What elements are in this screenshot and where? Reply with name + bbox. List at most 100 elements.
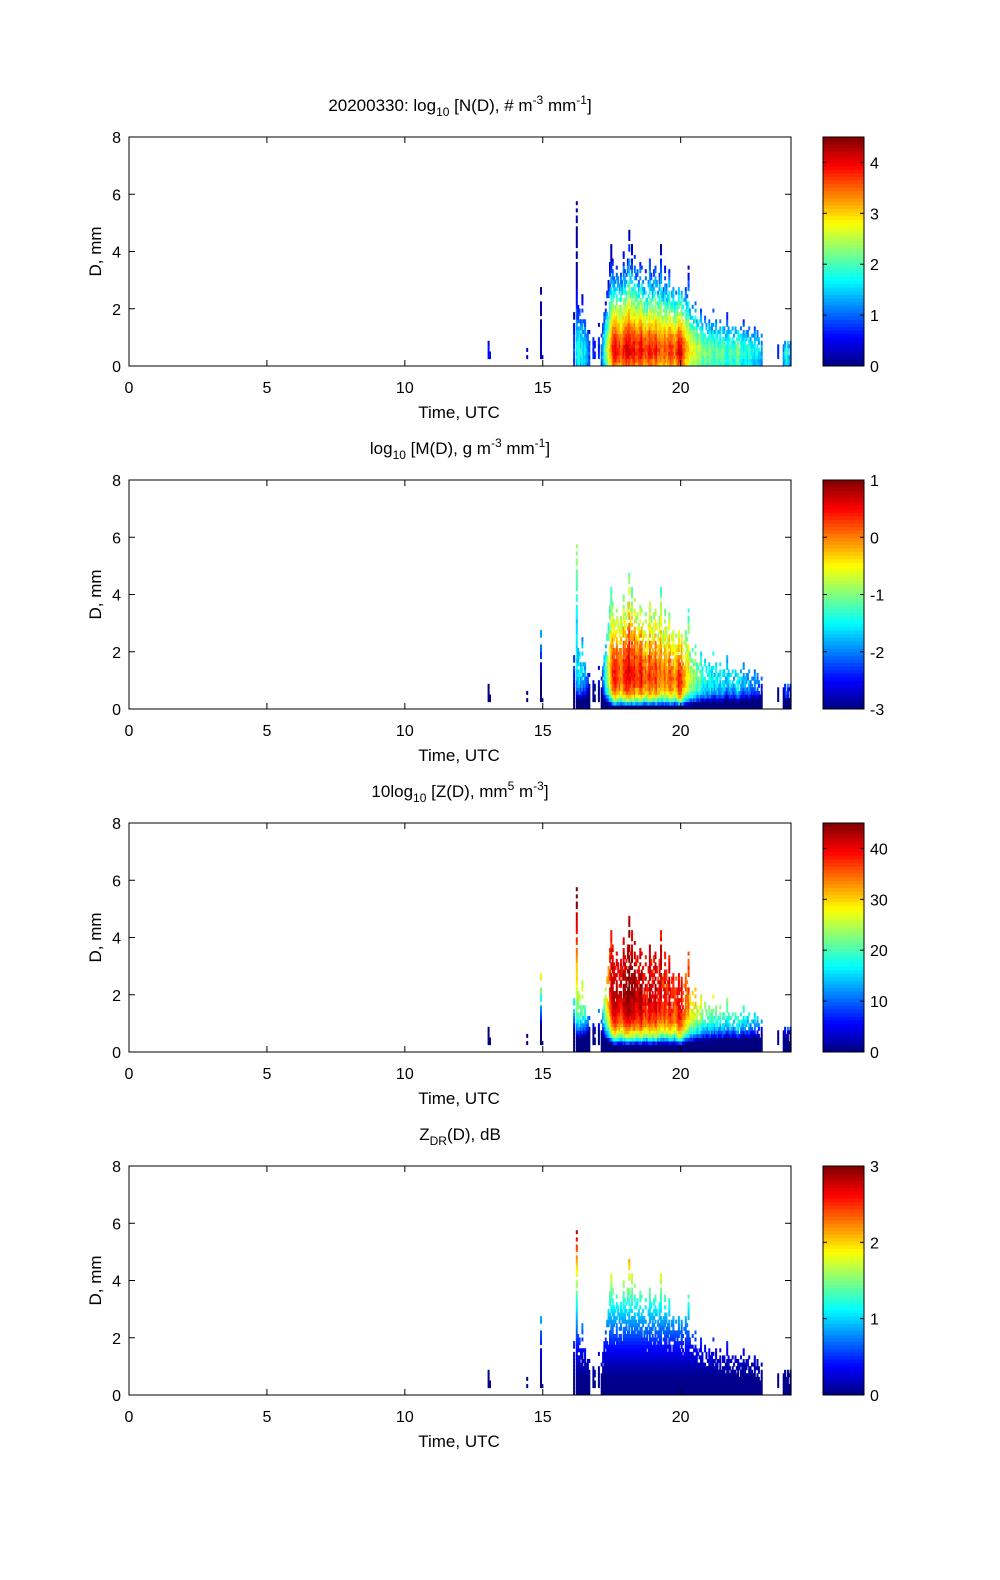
heatmap-cell [657, 644, 660, 649]
heatmap-cell [748, 680, 751, 685]
heatmap-cell [610, 694, 613, 699]
heatmap-cell [654, 655, 657, 660]
heatmap-cell [615, 644, 618, 649]
heatmap-cell [622, 322, 625, 327]
heatmap-cell [662, 665, 665, 670]
heatmap-cell [577, 705, 580, 710]
heatmap-cell [658, 305, 661, 309]
heatmap-cell [686, 315, 689, 320]
heatmap-cell [673, 319, 676, 324]
heatmap-cell [577, 1019, 580, 1024]
heatmap-cell [741, 680, 744, 685]
heatmap-cell [756, 690, 759, 695]
heatmap-cell [540, 633, 542, 638]
heatmap-cell [600, 362, 603, 367]
heatmap-cell [680, 701, 683, 706]
heatmap-cell [575, 358, 578, 363]
heatmap-cell [581, 1012, 584, 1017]
heatmap-cell [680, 315, 683, 320]
heatmap-cell [651, 351, 654, 356]
heatmap-cell [730, 687, 733, 692]
heatmap-cell [788, 362, 791, 367]
heatmap-cell [607, 1019, 610, 1024]
heatmap-cell [606, 1044, 609, 1049]
heatmap-cell [631, 265, 633, 270]
heatmap-cell [730, 705, 733, 710]
heatmap-cell [660, 279, 662, 284]
heatmap-cell [724, 687, 727, 692]
heatmap-cell [687, 648, 690, 652]
heatmap-cell [651, 676, 654, 681]
heatmap-cell [578, 362, 581, 367]
heatmap-cell [673, 340, 676, 345]
heatmap-cell [664, 676, 667, 681]
heatmap-cell [658, 640, 661, 645]
heatmap-cell [606, 294, 609, 299]
heatmap-cell [611, 269, 614, 274]
heatmap-cell [577, 312, 580, 317]
heatmap-cell [581, 651, 584, 656]
heatmap-cell [636, 312, 639, 317]
heatmap-cell [668, 276, 671, 281]
heatmap-cell [688, 698, 691, 703]
heatmap-cell [662, 694, 665, 699]
heatmap-cell [632, 644, 635, 649]
heatmap-cell [540, 1005, 542, 1010]
heatmap-cell [722, 701, 724, 706]
heatmap-cell [666, 326, 669, 331]
heatmap-cell [578, 347, 581, 352]
heatmap-cell [586, 1041, 589, 1046]
heatmap-cell [622, 662, 625, 667]
heatmap-cell [733, 698, 736, 703]
heatmap-cell [680, 658, 683, 663]
heatmap-cell [487, 683, 490, 688]
heatmap-cell [631, 344, 633, 349]
heatmap-cell [698, 680, 701, 685]
heatmap-cell [672, 347, 675, 352]
heatmap-cell [680, 330, 683, 334]
heatmap-cell [738, 347, 741, 352]
heatmap-cell [651, 630, 654, 635]
heatmap-cell [683, 690, 686, 695]
heatmap-cell [613, 676, 616, 681]
heatmap-cell [580, 362, 582, 367]
heatmap-cell [660, 683, 662, 688]
heatmap-cell [639, 312, 642, 317]
heatmap-cell [632, 676, 635, 681]
heatmap-cell [712, 690, 715, 695]
heatmap-cell [633, 322, 636, 327]
heatmap-cell [607, 315, 610, 320]
heatmap-cell [617, 1023, 620, 1028]
colorbar-segment [823, 340, 864, 346]
heatmap-cell [597, 698, 600, 703]
heatmap-cell [604, 347, 607, 352]
heatmap-cell [694, 662, 697, 667]
heatmap-cell [702, 358, 705, 363]
heatmap-cell [672, 322, 675, 327]
heatmap-cell [575, 694, 578, 699]
heatmap-cell [592, 698, 595, 703]
heatmap-cell [526, 690, 529, 695]
heatmap-cell [658, 651, 661, 656]
heatmap-cell [644, 269, 647, 274]
heatmap-cell [677, 658, 680, 663]
heatmap-cell [654, 619, 657, 624]
heatmap-cell [618, 347, 621, 352]
heatmap-cell [588, 705, 591, 710]
heatmap-cell [640, 633, 643, 638]
heatmap-cell [723, 362, 726, 367]
heatmap-cell [584, 1005, 587, 1010]
heatmap-cell [620, 326, 622, 331]
heatmap-cell [625, 637, 628, 642]
heatmap-cell [668, 655, 671, 660]
heatmap-cell [664, 362, 667, 367]
heatmap-cell [693, 687, 696, 692]
heatmap-cell [617, 1008, 620, 1013]
heatmap-cell [655, 683, 658, 688]
heatmap-cell [614, 1008, 617, 1013]
heatmap-cell [737, 347, 740, 352]
heatmap-cell [715, 694, 718, 699]
heatmap-cell [622, 312, 625, 317]
heatmap-cell [728, 687, 731, 692]
heatmap-cell [646, 305, 649, 309]
